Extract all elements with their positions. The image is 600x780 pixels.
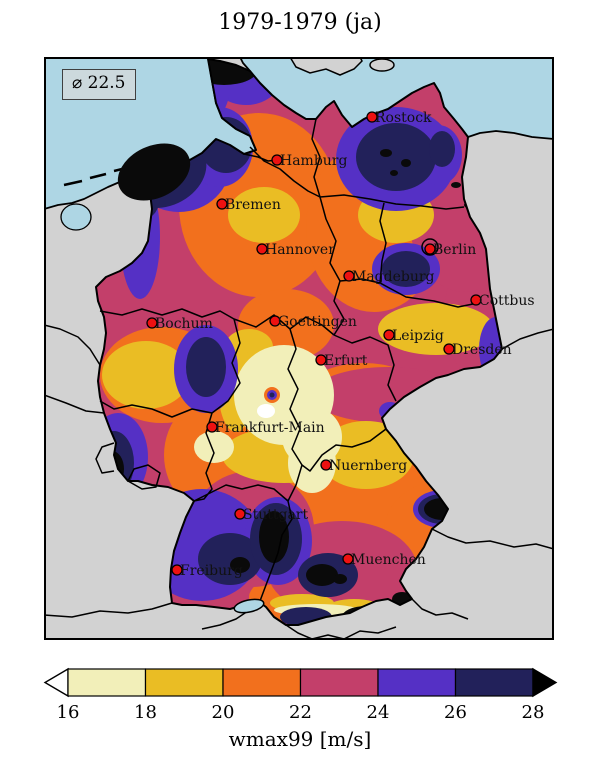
city-label: Goettingen <box>278 314 357 330</box>
city-label: Hannover <box>265 242 335 258</box>
city-marker <box>206 421 218 433</box>
city-marker <box>343 270 355 282</box>
city-marker <box>271 154 283 166</box>
bodensee-lake <box>233 598 265 614</box>
city-label: Magdeburg <box>352 269 435 285</box>
city-marker <box>383 329 395 341</box>
city-label: Frankfurt-Main <box>215 420 325 436</box>
city-markers: Rostock Hamburg Bremen Hannover Berlin Magdeb… <box>146 110 535 579</box>
city-label: Nuernberg <box>329 458 407 474</box>
colorbar-tick-label: 22 <box>289 702 312 723</box>
colorbar-tick-label: 16 <box>57 702 80 723</box>
colorbar-tick-label: 18 <box>134 702 157 723</box>
state-borders <box>99 118 479 602</box>
city-marker <box>171 564 183 576</box>
city-marker <box>216 198 228 210</box>
colorbar-segment <box>377 668 457 697</box>
city-marker <box>320 459 332 471</box>
city-label: Bremen <box>225 197 281 213</box>
city-label: Muenchen <box>351 552 426 568</box>
colorbar-label: wmax99 [m/s] <box>229 727 372 751</box>
colorbar-under-arrow <box>43 667 69 698</box>
mean-annotation-box: ⌀ 22.5 <box>62 69 136 100</box>
city-marker <box>315 354 327 366</box>
colorbar-segment <box>67 668 147 697</box>
colorbar-tick-label: 26 <box>444 702 467 723</box>
city-marker <box>366 111 378 123</box>
contour-level-white <box>257 404 275 418</box>
map-panel: Rostock Hamburg Bremen Hannover Berlin Magdeb… <box>44 57 554 640</box>
city-label: Leipzig <box>392 328 444 344</box>
city-label: Dresden <box>452 342 512 358</box>
city-label: Cottbus <box>479 293 535 309</box>
mean-annotation-text: ⌀ 22.5 <box>72 73 126 93</box>
colorbar-segment <box>144 668 224 697</box>
colorbar-segment <box>299 668 379 697</box>
colorbar-tick-label: 20 <box>212 702 235 723</box>
colorbar: 16 18 20 22 24 26 28 wmax99 [m/s] <box>43 667 558 751</box>
city-marker <box>234 508 246 520</box>
germany-contour-map: Rostock Hamburg Bremen Hannover Berlin Magdeb… <box>44 57 554 640</box>
colorbar-over-arrow <box>532 667 558 698</box>
map-frame <box>44 57 554 640</box>
city-label: Bochum <box>155 316 213 332</box>
berlin-state-ring <box>421 238 439 256</box>
city-marker <box>256 243 268 255</box>
city-label: Rostock <box>375 110 432 126</box>
figure-title: 1979-1979 (ja) <box>218 10 382 35</box>
city-marker <box>269 315 281 327</box>
city-label: Erfurt <box>324 353 368 369</box>
colorbar-segment <box>222 668 302 697</box>
colorbar-segments: 16 18 20 22 24 26 28 <box>43 667 558 723</box>
colorbar-tick-label: 24 <box>367 702 390 723</box>
ijsselmeer-lake <box>60 203 92 231</box>
city-marker <box>146 317 158 329</box>
city-label: Stuttgart <box>243 507 308 523</box>
city-marker <box>443 343 455 355</box>
coastal-black-blob <box>117 143 191 201</box>
city-marker <box>342 553 354 565</box>
city-marker <box>470 294 482 306</box>
city-label: Freiburg <box>180 563 243 579</box>
city-label: Hamburg <box>280 153 348 169</box>
city-label: Berlin <box>433 242 476 258</box>
colorbar-tick-label: 28 <box>522 702 545 723</box>
colorbar-segment <box>454 668 534 697</box>
city-marker <box>424 243 436 255</box>
